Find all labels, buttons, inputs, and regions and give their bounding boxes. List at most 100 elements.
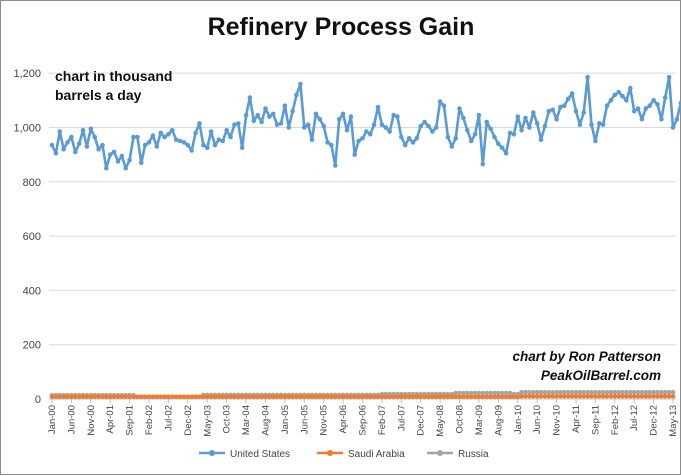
data-point (415, 136, 420, 141)
data-point (376, 105, 381, 110)
data-point (77, 142, 82, 147)
data-point (399, 135, 404, 140)
data-point (438, 99, 443, 104)
data-point (671, 125, 676, 130)
chart-title: Refinery Process Gain (208, 13, 475, 41)
data-point (298, 82, 303, 87)
data-point (543, 124, 548, 129)
data-point (333, 163, 338, 168)
data-point (605, 103, 610, 108)
data-point (519, 128, 524, 133)
data-point (601, 122, 606, 127)
series-saudi-arabia (50, 394, 676, 399)
data-point (675, 117, 680, 122)
x-tick-label: Apr-01 (105, 405, 116, 434)
data-point (151, 133, 156, 138)
data-point (671, 394, 676, 399)
data-point (279, 121, 284, 126)
x-tick-label: Aug-04 (260, 405, 271, 436)
data-point (364, 129, 369, 134)
data-point (349, 114, 354, 119)
data-point (155, 144, 160, 149)
data-point (283, 103, 288, 108)
data-point (492, 135, 497, 140)
data-point (294, 93, 299, 98)
data-point (275, 122, 280, 127)
data-point (352, 152, 357, 157)
data-point (252, 118, 257, 123)
data-point (96, 147, 101, 152)
data-point (306, 122, 311, 127)
data-point (562, 103, 567, 108)
data-point (112, 150, 117, 155)
data-point (593, 139, 598, 144)
data-point (585, 75, 590, 80)
legend-label: Russia (458, 449, 489, 460)
data-point (473, 132, 478, 137)
x-tick-label: Dec-12 (649, 405, 660, 436)
x-tick-label: Mar-09 (474, 405, 485, 435)
legend-marker (209, 450, 215, 456)
data-point (442, 103, 447, 108)
data-point (395, 114, 400, 119)
data-point (244, 113, 249, 118)
data-point (531, 110, 536, 115)
x-tick-label: Aug-09 (493, 405, 504, 436)
data-point (209, 129, 214, 134)
data-point (418, 124, 423, 129)
x-tick-label: Jul-07 (396, 405, 407, 431)
data-point (644, 106, 649, 111)
data-point (484, 120, 489, 125)
data-point (221, 139, 226, 144)
data-point (61, 147, 66, 152)
data-point (477, 113, 482, 118)
data-point (380, 122, 385, 127)
x-tick-label: Dec-07 (416, 405, 427, 436)
x-tick-label: Jun-00 (66, 405, 77, 434)
data-point (535, 121, 540, 126)
x-tick-label: Feb-02 (144, 405, 155, 435)
data-point (407, 136, 412, 141)
series-line (52, 77, 681, 168)
data-point (240, 146, 245, 151)
data-point (496, 142, 501, 147)
data-point (453, 136, 458, 141)
x-tick-label: Jan-05 (280, 405, 291, 434)
data-point (100, 143, 105, 148)
data-point (259, 120, 264, 125)
x-tick-label: Nov-00 (86, 405, 97, 436)
legend-label: Saudi Arabia (348, 449, 405, 460)
y-tick-label: 600 (23, 231, 41, 243)
credit-site: PeakOilBarrel.com (541, 368, 661, 383)
x-tick-label: Apr-11 (571, 405, 582, 433)
data-point (434, 125, 439, 130)
y-tick-label: 1,000 (13, 122, 41, 134)
data-point (446, 135, 451, 140)
data-point (318, 117, 323, 122)
data-point (500, 146, 505, 151)
credit-author: chart by Ron Patterson (512, 349, 661, 364)
data-point (232, 122, 237, 127)
data-point (213, 143, 218, 148)
x-tick-label: Sep-01 (125, 405, 136, 436)
data-point (516, 114, 521, 119)
data-point (85, 144, 90, 149)
data-point (73, 150, 78, 155)
data-point (267, 114, 272, 119)
y-tick-label: 400 (23, 285, 41, 297)
x-tick-label: Feb-12 (610, 405, 621, 435)
data-point (457, 106, 462, 111)
data-point (65, 140, 70, 145)
data-point (640, 117, 645, 122)
data-point (360, 136, 365, 141)
x-tick-label: Sep-06 (358, 405, 369, 436)
data-point (647, 103, 652, 108)
data-point (671, 390, 676, 395)
data-point (120, 154, 125, 159)
data-point (527, 125, 532, 130)
data-point (116, 159, 121, 164)
